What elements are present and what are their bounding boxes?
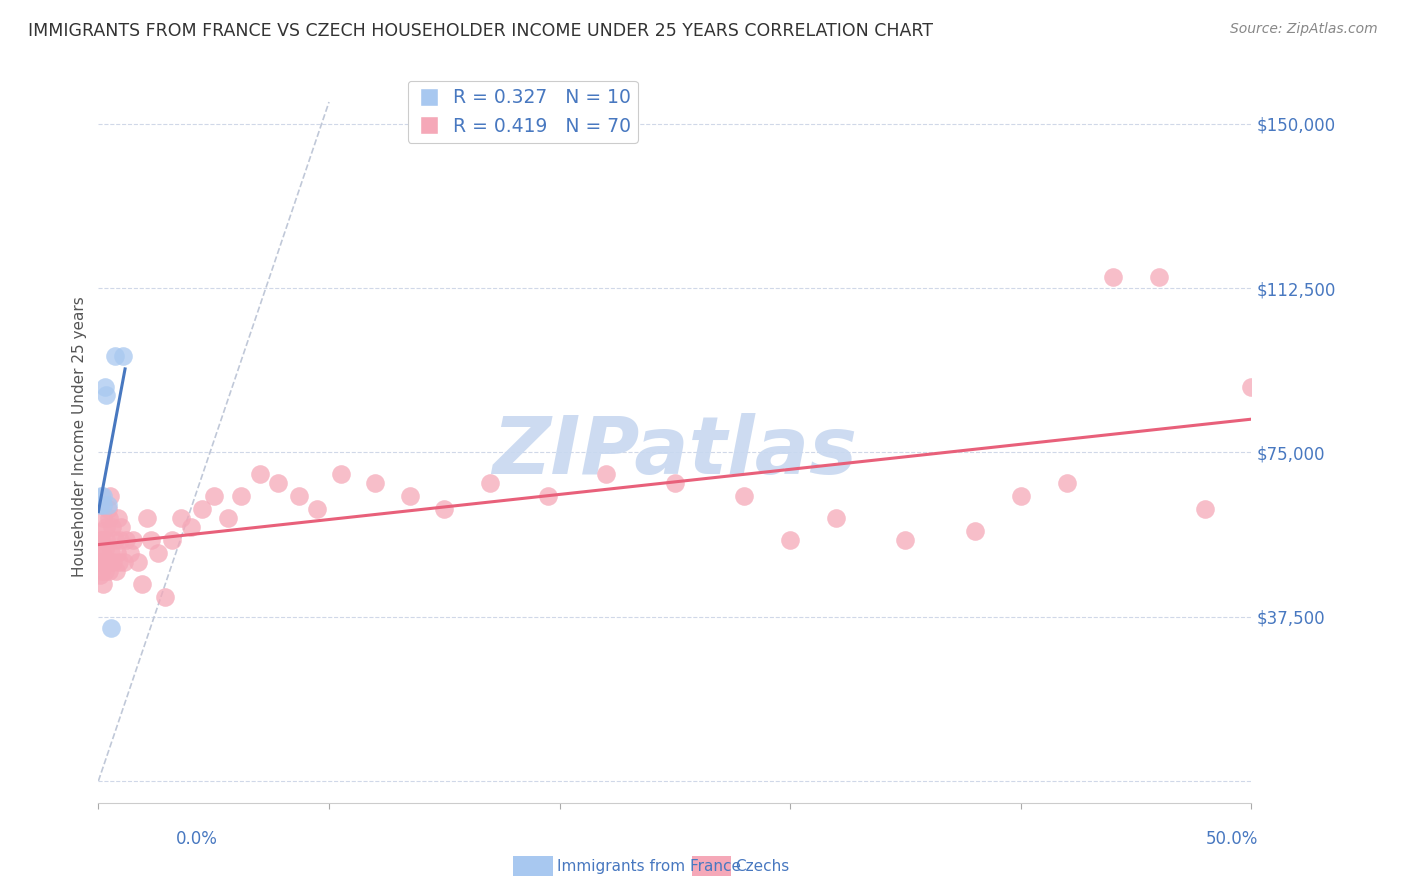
Point (1194, 502, 1216, 516)
Point (595, 467, 617, 482)
Point (733, 489, 755, 503)
Point (108, 555, 131, 569)
Point (90, 564, 112, 578)
Point (664, 476, 686, 491)
Point (1010, 489, 1032, 503)
Point (894, 533, 917, 547)
Point (104, 349, 127, 363)
Point (963, 524, 986, 539)
Point (160, 533, 183, 547)
Point (91, 489, 114, 503)
Point (231, 489, 253, 503)
Point (96, 533, 118, 547)
Point (217, 511, 239, 525)
Point (115, 533, 138, 547)
Point (94, 520, 117, 534)
Point (537, 489, 560, 503)
Point (202, 489, 225, 503)
Point (100, 621, 122, 635)
Point (97, 498, 120, 512)
Text: Czechs: Czechs (735, 859, 790, 873)
Point (141, 533, 163, 547)
Text: Source: ZipAtlas.com: Source: ZipAtlas.com (1230, 22, 1378, 37)
Text: 50.0%: 50.0% (1206, 830, 1258, 847)
Point (94, 541, 117, 556)
Point (127, 555, 149, 569)
Point (1240, 380, 1263, 394)
Text: IMMIGRANTS FROM FRANCE VS CZECH HOUSEHOLDER INCOME UNDER 25 YEARS CORRELATION CH: IMMIGRANTS FROM FRANCE VS CZECH HOUSEHOL… (28, 22, 934, 40)
Point (433, 502, 456, 516)
Point (267, 476, 290, 491)
Point (97, 502, 120, 516)
Point (93, 555, 115, 569)
Point (118, 546, 141, 560)
Point (148, 546, 170, 560)
Point (122, 533, 145, 547)
Point (329, 467, 352, 482)
Text: Immigrants from France: Immigrants from France (557, 859, 741, 873)
Point (479, 476, 502, 491)
Point (104, 564, 127, 578)
Text: 0.0%: 0.0% (176, 830, 218, 847)
Point (100, 489, 122, 503)
Point (779, 533, 801, 547)
FancyBboxPatch shape (513, 856, 553, 876)
Point (105, 546, 128, 560)
Point (94, 564, 117, 578)
Point (96, 555, 118, 569)
Point (91, 511, 114, 525)
Point (1147, 270, 1170, 285)
Point (135, 511, 157, 525)
Point (101, 520, 124, 534)
Point (93, 498, 115, 512)
Point (97, 564, 120, 578)
Point (191, 502, 214, 516)
Point (90, 489, 112, 503)
Point (91, 524, 114, 539)
Point (1102, 270, 1125, 285)
Point (110, 520, 132, 534)
Point (89, 568, 111, 582)
Point (98, 511, 121, 525)
Point (107, 511, 129, 525)
Point (90, 533, 112, 547)
Text: ZIPatlas: ZIPatlas (492, 413, 858, 491)
Point (170, 511, 193, 525)
Point (103, 555, 125, 569)
Point (131, 576, 153, 591)
Point (398, 489, 420, 503)
Point (100, 546, 122, 560)
Point (825, 511, 848, 525)
Point (89, 555, 111, 569)
Point (110, 533, 132, 547)
Y-axis label: Householder Income Under 25 years: Householder Income Under 25 years (72, 297, 87, 577)
Point (307, 502, 329, 516)
Legend: R = 0.327   N = 10, R = 0.419   N = 70: R = 0.327 N = 10, R = 0.419 N = 70 (408, 81, 638, 143)
Point (93, 576, 115, 591)
Point (155, 590, 177, 604)
Point (180, 520, 202, 534)
Point (249, 467, 271, 482)
Point (94, 380, 117, 394)
Point (103, 533, 125, 547)
Point (1056, 476, 1078, 491)
Point (96, 388, 118, 402)
FancyBboxPatch shape (692, 856, 731, 876)
Point (288, 489, 311, 503)
Point (89, 498, 111, 512)
Point (90, 546, 112, 560)
Point (112, 555, 135, 569)
Point (90, 533, 112, 547)
Point (89, 546, 111, 560)
Point (111, 349, 134, 363)
Point (364, 476, 387, 491)
